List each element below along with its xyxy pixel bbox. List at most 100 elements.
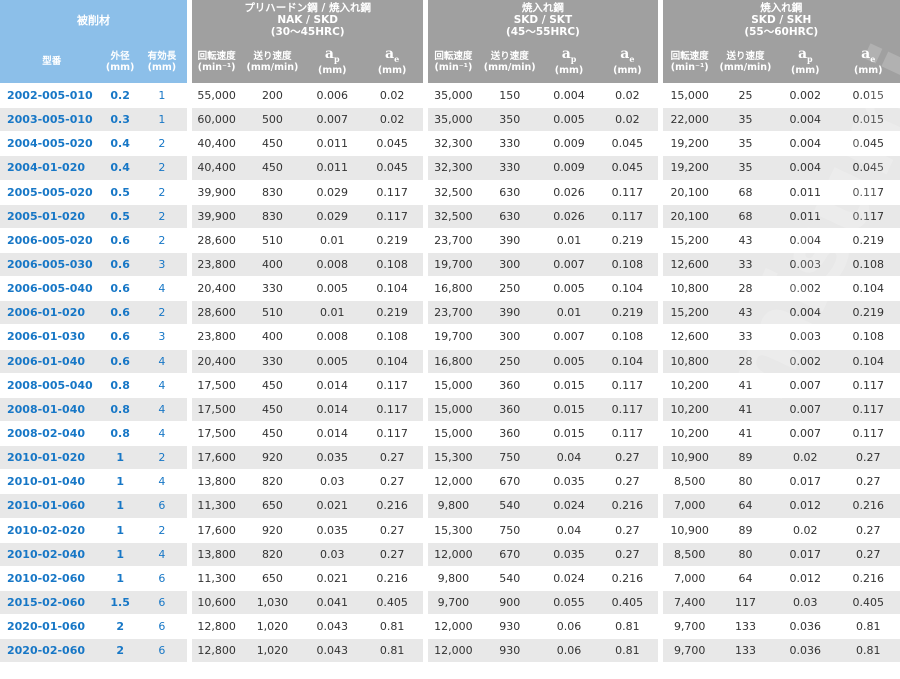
od-cell: 0.6 <box>103 300 137 325</box>
rpm-cell: 17,500 <box>192 396 242 421</box>
od-cell: 2 <box>103 638 137 663</box>
feed-unit: (mm/min) <box>719 61 772 73</box>
od-cell: 0.6 <box>103 251 137 277</box>
ae-cell: 0.81 <box>597 614 658 639</box>
spacer <box>657 420 663 446</box>
feed-cell: 830 <box>241 203 304 228</box>
ap-cell: 0.036 <box>774 638 837 663</box>
feed-cell: 670 <box>478 469 541 494</box>
rpm-cell: 7,000 <box>662 565 717 590</box>
rpm-cell: 12,600 <box>662 324 717 349</box>
spacer <box>657 107 663 132</box>
rpm-cell: 15,000 <box>662 83 717 108</box>
ap-cell: 0.021 <box>303 565 361 590</box>
eff-cell: 2 <box>136 227 187 252</box>
spacer <box>187 396 193 421</box>
ap-cell: 0.021 <box>303 493 361 518</box>
model-code-cell: 2006-01-030 <box>0 324 104 349</box>
ap-cell: 0.03 <box>774 589 837 615</box>
eff-cell: 4 <box>136 372 187 397</box>
rpm-cell: 10,900 <box>662 517 717 542</box>
ap-cell: 0.005 <box>540 348 598 373</box>
spacer <box>187 131 193 156</box>
group-hardness-2: (45～55HRC) <box>505 26 580 38</box>
ap-symbol: ap <box>561 45 577 64</box>
feed-cell: 25 <box>716 83 775 108</box>
feed-cell: 900 <box>478 589 541 615</box>
rpm-cell: 7,400 <box>662 589 717 615</box>
ae-cell: 0.117 <box>360 179 424 204</box>
ae-cell: 0.015 <box>836 107 900 132</box>
rpm-cell: 12,800 <box>192 638 242 663</box>
ap-cell: 0.005 <box>303 348 361 373</box>
ae-cell: 0.219 <box>836 300 900 325</box>
spacer <box>423 517 429 542</box>
spacer <box>187 107 193 132</box>
eff-cell: 6 <box>136 493 187 518</box>
model-code-cell: 2015-02-060 <box>0 589 104 615</box>
od-cell: 0.3 <box>103 107 137 132</box>
model-code-cell: 2010-02-020 <box>0 517 104 542</box>
rpm-cell: 11,300 <box>192 493 242 518</box>
eff-cell: 4 <box>136 469 187 494</box>
spacer <box>423 324 429 349</box>
spacer <box>657 541 663 566</box>
table-row: 2010-02-060 1 6 11,300 650 0.021 0.216 9,800 540… <box>0 565 900 590</box>
feed-cell: 35 <box>716 107 775 132</box>
spacer <box>187 565 193 590</box>
spacer <box>187 445 193 470</box>
ap-column-header: ap (mm) <box>774 40 837 83</box>
od-cell: 0.6 <box>103 348 137 373</box>
ap-cell: 0.009 <box>540 155 598 180</box>
ap-cell: 0.003 <box>774 324 837 349</box>
table-row: 2006-005-020 0.6 2 28,600 510 0.01 0.219 23,700… <box>0 227 900 252</box>
spacer <box>423 83 429 108</box>
ae-cell: 0.216 <box>360 565 424 590</box>
rpm-cell: 16,800 <box>428 348 479 373</box>
ap-cell: 0.014 <box>303 372 361 397</box>
table-row: 2003-005-010 0.3 1 60,000 500 0.007 0.02 35,000… <box>0 107 900 132</box>
ap-cell: 0.011 <box>774 179 837 204</box>
spacer <box>657 324 663 349</box>
spacer <box>657 251 663 277</box>
ap-cell: 0.035 <box>303 517 361 542</box>
ap-unit: (mm) <box>791 65 820 77</box>
eff-label: 有効長 <box>147 50 177 62</box>
eff-cell: 2 <box>136 155 187 180</box>
rpm-cell: 20,400 <box>192 276 242 301</box>
ap-cell: 0.017 <box>774 541 837 566</box>
od-cell: 1 <box>103 445 137 470</box>
ae-cell: 0.27 <box>836 541 900 566</box>
ae-cell: 0.104 <box>836 348 900 373</box>
ap-cell: 0.01 <box>303 300 361 325</box>
group-grade-3: SKD / SKH <box>751 14 812 26</box>
ap-cell: 0.035 <box>540 469 598 494</box>
table-row: 2006-005-030 0.6 3 23,800 400 0.008 0.108 19,70… <box>0 251 900 277</box>
ap-cell: 0.007 <box>540 251 598 277</box>
spacer <box>187 517 193 542</box>
spacer <box>657 445 663 470</box>
rpm-cell: 32,300 <box>428 131 479 156</box>
spacer <box>423 300 429 325</box>
ap-cell: 0.003 <box>774 251 837 277</box>
rpm-cell: 17,600 <box>192 517 242 542</box>
rpm-cell: 16,800 <box>428 276 479 301</box>
rpm-cell: 17,500 <box>192 420 242 446</box>
rpm-cell: 32,500 <box>428 179 479 204</box>
ae-cell: 0.216 <box>836 565 900 590</box>
rpm-cell: 12,600 <box>662 251 717 277</box>
ae-cell: 0.117 <box>597 179 658 204</box>
ap-cell: 0.015 <box>540 420 598 446</box>
rpm-unit: (min⁻¹) <box>670 61 709 73</box>
feed-column-header: 送り速度 (mm/min) <box>478 40 541 83</box>
ae-cell: 0.27 <box>360 469 424 494</box>
ae-cell: 0.02 <box>360 83 424 108</box>
ae-cell: 0.27 <box>360 517 424 542</box>
feed-cell: 41 <box>716 396 775 421</box>
feed-cell: 300 <box>478 251 541 277</box>
spacer <box>657 155 663 180</box>
feed-cell: 43 <box>716 227 775 252</box>
rpm-cell: 23,800 <box>192 324 242 349</box>
rpm-cell: 15,300 <box>428 445 479 470</box>
ap-column-header: ap (mm) <box>303 40 361 83</box>
